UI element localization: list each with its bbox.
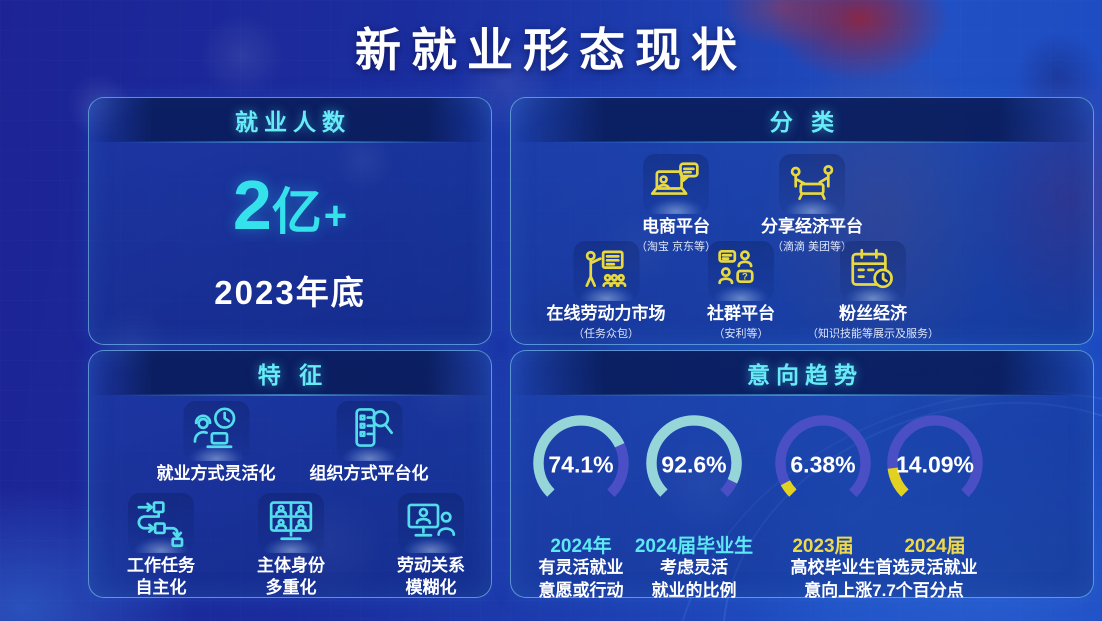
category-sublabel: （淘宝 京东等） bbox=[635, 241, 717, 254]
online-labor-market-icon bbox=[579, 244, 633, 298]
task-autonomy-icon bbox=[133, 495, 189, 551]
feature-label: 就业方式灵活化 bbox=[156, 464, 276, 483]
gauge-2023-first-choice: 6.38% bbox=[771, 411, 875, 515]
gauge-shared-caption: 高校毕业生首选灵活就业 意向上涨7.7个百分点 bbox=[790, 558, 978, 600]
panel-intention-trends: 意向趋势 74.1% 92.6% 6.38% bbox=[510, 350, 1094, 600]
category-item-online-labor-market: 在线劳动力市场 （任务众包） bbox=[547, 241, 666, 341]
feature-item-flexible-employment: 就业方式灵活化 bbox=[157, 401, 276, 485]
icon-glow-pod bbox=[398, 493, 464, 553]
category-label: 粉丝经济 bbox=[839, 304, 907, 323]
employment-count-unit: 亿 bbox=[271, 184, 322, 240]
gauge-year-label: 2024届 bbox=[904, 536, 966, 557]
gauge-percent-value: 92.6% bbox=[661, 451, 727, 478]
category-label: 社群平台 bbox=[707, 304, 775, 323]
gauge-year-label: 2024届毕业生 bbox=[634, 536, 754, 557]
gauge-caption: 考虑灵活 就业的比例 bbox=[651, 558, 737, 600]
sharing-economy-icon bbox=[785, 157, 839, 211]
icon-glow-pod: ? bbox=[708, 241, 774, 301]
panel-trends-title: 意向趋势 bbox=[747, 362, 863, 388]
employment-count-caption: 2023年底 bbox=[214, 274, 366, 311]
category-sublabel: （滴滴 美团等） bbox=[771, 241, 853, 254]
panel-employment-count: 就业人数 2 亿 + 2023年底 bbox=[88, 97, 492, 345]
flexible-employment-icon bbox=[188, 403, 244, 459]
panel-classification-header: 分 类 bbox=[511, 98, 1093, 143]
feature-label-line2: 模糊化 bbox=[405, 578, 457, 598]
category-label: 分享经济平台 bbox=[761, 217, 863, 236]
panel-trends-header: 意向趋势 bbox=[511, 351, 1093, 396]
gauge-ring bbox=[533, 415, 629, 511]
gauge-2024-graduates-consider: 92.6% bbox=[642, 411, 746, 515]
panel-classification: 分 类 电商平台 （淘宝 京东等） bbox=[510, 97, 1094, 345]
gauge-percent-value: 14.09% bbox=[895, 451, 974, 478]
gauge-ring bbox=[646, 415, 742, 511]
category-sublabel: （知识技能等展示及服务） bbox=[807, 328, 939, 341]
icon-glow-pod bbox=[573, 241, 639, 301]
feature-label: 组织方式平台化 bbox=[309, 464, 429, 483]
gauge-percent-value: 74.1% bbox=[548, 451, 614, 478]
category-item-fan-economy: 粉丝经济 （知识技能等展示及服务） bbox=[807, 241, 939, 341]
feature-label: 工作任务 bbox=[127, 556, 195, 575]
category-sublabel: （安利等） bbox=[713, 328, 769, 341]
gauge-caption: 有灵活就业 意愿或行动 bbox=[538, 558, 624, 600]
icon-glow-pod bbox=[336, 401, 402, 461]
feature-label-line2: 多重化 bbox=[265, 578, 317, 598]
category-sublabel: （任务众包） bbox=[573, 328, 639, 341]
category-item-ecommerce: 电商平台 （淘宝 京东等） bbox=[636, 154, 716, 254]
feature-item-labor-relation: 劳动关系 模糊化 bbox=[397, 493, 465, 599]
svg-text:?: ? bbox=[742, 271, 748, 282]
panel-employment-header: 就业人数 bbox=[89, 98, 491, 143]
panel-employment-title: 就业人数 bbox=[235, 109, 351, 135]
category-item-sharing-economy: 分享经济平台 （滴滴 美团等） bbox=[761, 154, 863, 254]
category-label: 电商平台 bbox=[642, 217, 710, 236]
platform-organization-icon bbox=[341, 403, 397, 459]
icon-glow-pod bbox=[779, 154, 845, 214]
labor-relation-icon bbox=[403, 495, 459, 551]
icon-glow-pod bbox=[643, 154, 709, 214]
feature-item-platform-organization: 组织方式平台化 bbox=[310, 401, 429, 485]
panel-features-title: 特 征 bbox=[257, 362, 329, 388]
gauge-2024-first-choice: 14.09% bbox=[883, 411, 987, 515]
feature-label-line2: 自主化 bbox=[135, 578, 187, 598]
employment-count-value: 2 亿 + bbox=[89, 170, 491, 240]
panel-classification-title: 分 类 bbox=[769, 109, 841, 135]
panel-features-header: 特 征 bbox=[89, 351, 491, 396]
icon-glow-pod bbox=[258, 493, 324, 553]
category-label: 在线劳动力市场 bbox=[546, 304, 666, 323]
employment-count-number: 2 bbox=[232, 166, 272, 244]
feature-item-multiple-identity: 主体身份 多重化 bbox=[257, 493, 325, 599]
fan-economy-icon bbox=[846, 244, 900, 298]
gauge-ring bbox=[887, 415, 983, 511]
panel-features: 特 征 就业方式灵活化 bbox=[88, 350, 492, 598]
gauge-year-label: 2023届 bbox=[792, 536, 854, 557]
icon-glow-pod bbox=[183, 401, 249, 461]
multiple-identity-icon bbox=[263, 495, 319, 551]
page-title: 新就业形态现状 bbox=[355, 24, 747, 76]
community-platform-icon: ? bbox=[714, 244, 768, 298]
gauge-percent-value: 6.38% bbox=[790, 451, 856, 478]
gauge-2024-willingness: 74.1% bbox=[529, 411, 633, 515]
ecommerce-platform-icon bbox=[649, 157, 703, 211]
feature-label: 主体身份 bbox=[257, 556, 325, 575]
category-item-community-platform: ? 社群平台 （安利等） bbox=[707, 241, 775, 341]
feature-label: 劳动关系 bbox=[397, 556, 465, 575]
icon-glow-pod bbox=[128, 493, 194, 553]
feature-item-task-autonomy: 工作任务 自主化 bbox=[127, 493, 195, 599]
gauge-year-label: 2024年 bbox=[550, 536, 612, 557]
icon-glow-pod bbox=[840, 241, 906, 301]
gauge-ring bbox=[775, 415, 871, 511]
employment-count-plus: + bbox=[323, 194, 348, 238]
